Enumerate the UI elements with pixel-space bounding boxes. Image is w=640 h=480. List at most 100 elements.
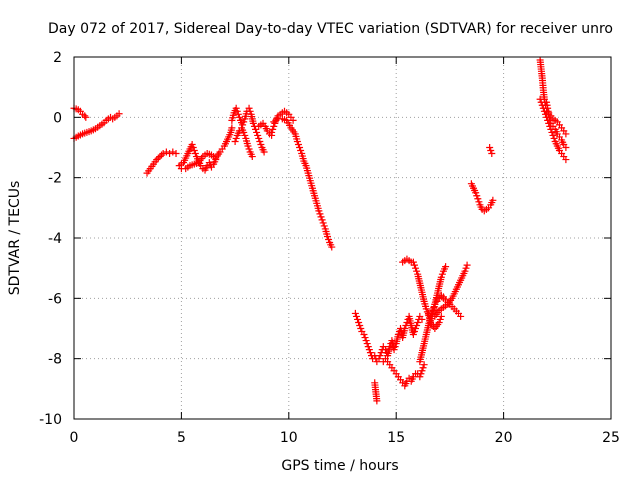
data-points <box>70 56 570 405</box>
data-point <box>550 134 558 142</box>
data-point <box>235 113 243 121</box>
data-point <box>153 156 161 164</box>
data-point <box>159 150 167 158</box>
data-point <box>462 264 470 272</box>
data-point <box>410 328 418 336</box>
data-point <box>234 110 242 118</box>
data-point <box>228 124 236 132</box>
data-point <box>245 104 253 112</box>
data-point <box>362 337 370 345</box>
data-point <box>256 137 264 145</box>
y-tick-label: 2 <box>53 50 62 66</box>
data-point <box>320 222 328 230</box>
data-point <box>436 315 444 323</box>
data-point <box>248 153 256 161</box>
data-point <box>232 104 240 112</box>
data-point <box>420 361 428 369</box>
data-point <box>240 118 248 126</box>
x-tick-label: 20 <box>495 430 513 446</box>
grid <box>74 57 611 419</box>
data-point <box>296 144 304 151</box>
data-point <box>413 321 421 329</box>
data-point <box>429 306 437 314</box>
data-point <box>154 154 162 162</box>
data-point <box>537 98 545 106</box>
data-point <box>364 343 372 351</box>
data-point <box>403 318 411 326</box>
data-point <box>541 110 549 118</box>
data-point <box>354 315 362 323</box>
data-point <box>356 321 364 329</box>
data-point <box>82 113 90 121</box>
data-point <box>417 370 425 378</box>
data-point <box>489 196 497 204</box>
data-point <box>373 397 381 405</box>
data-point <box>366 349 374 357</box>
data-point <box>325 236 333 244</box>
data-point <box>233 107 241 115</box>
data-point <box>390 346 398 354</box>
data-point <box>269 125 277 133</box>
data-point <box>355 318 363 326</box>
y-tick-label: -6 <box>48 291 62 307</box>
data-point <box>268 128 276 136</box>
plot-frame <box>73 56 612 420</box>
data-point <box>241 131 249 139</box>
data-point <box>548 128 556 136</box>
y-tick-label: -8 <box>48 352 62 368</box>
data-point <box>260 148 268 156</box>
data-point <box>381 346 389 354</box>
data-point <box>365 346 373 354</box>
data-point <box>294 140 302 148</box>
data-point <box>416 373 424 381</box>
data-point <box>189 144 197 151</box>
data-point <box>391 343 399 351</box>
y-tick-label: -10 <box>39 412 62 428</box>
data-point <box>418 367 426 375</box>
data-point <box>545 119 553 127</box>
data-point <box>169 148 177 156</box>
data-point <box>409 258 417 266</box>
data-point <box>423 308 431 316</box>
data-point <box>475 198 483 206</box>
data-point <box>401 325 409 332</box>
data-point <box>317 213 325 221</box>
y-tick-label: -4 <box>48 231 62 247</box>
data-point <box>473 192 481 200</box>
y-tick-label: 0 <box>53 110 62 126</box>
data-point <box>81 112 89 120</box>
data-point <box>437 273 445 281</box>
data-point <box>442 263 450 271</box>
data-point <box>271 119 279 127</box>
data-point <box>328 243 336 251</box>
data-point <box>293 137 301 145</box>
chart-title: Day 072 of 2017, Sidereal Day-to-day VTE… <box>48 21 613 37</box>
data-point <box>323 232 331 240</box>
data-point <box>357 325 365 332</box>
data-point <box>319 219 327 227</box>
data-point <box>257 140 265 148</box>
data-point <box>487 147 495 155</box>
data-point <box>191 150 199 158</box>
data-point <box>461 267 469 275</box>
y-axis-label: SDTVAR / TECUs <box>7 181 23 296</box>
y-tick-label: -2 <box>48 171 62 187</box>
data-point <box>246 107 254 115</box>
data-point <box>289 116 297 124</box>
data-point <box>376 352 384 360</box>
data-point <box>297 147 305 155</box>
data-point <box>538 101 546 109</box>
x-tick-label: 15 <box>387 430 405 446</box>
data-point <box>488 150 496 158</box>
data-point <box>543 113 551 121</box>
data-point <box>162 148 170 156</box>
data-point <box>486 144 494 151</box>
data-point <box>231 137 239 145</box>
data-point <box>414 318 422 326</box>
data-point <box>472 189 480 197</box>
data-point <box>474 195 482 203</box>
data-point <box>544 116 552 124</box>
data-point <box>409 331 417 339</box>
data-point <box>438 270 446 278</box>
